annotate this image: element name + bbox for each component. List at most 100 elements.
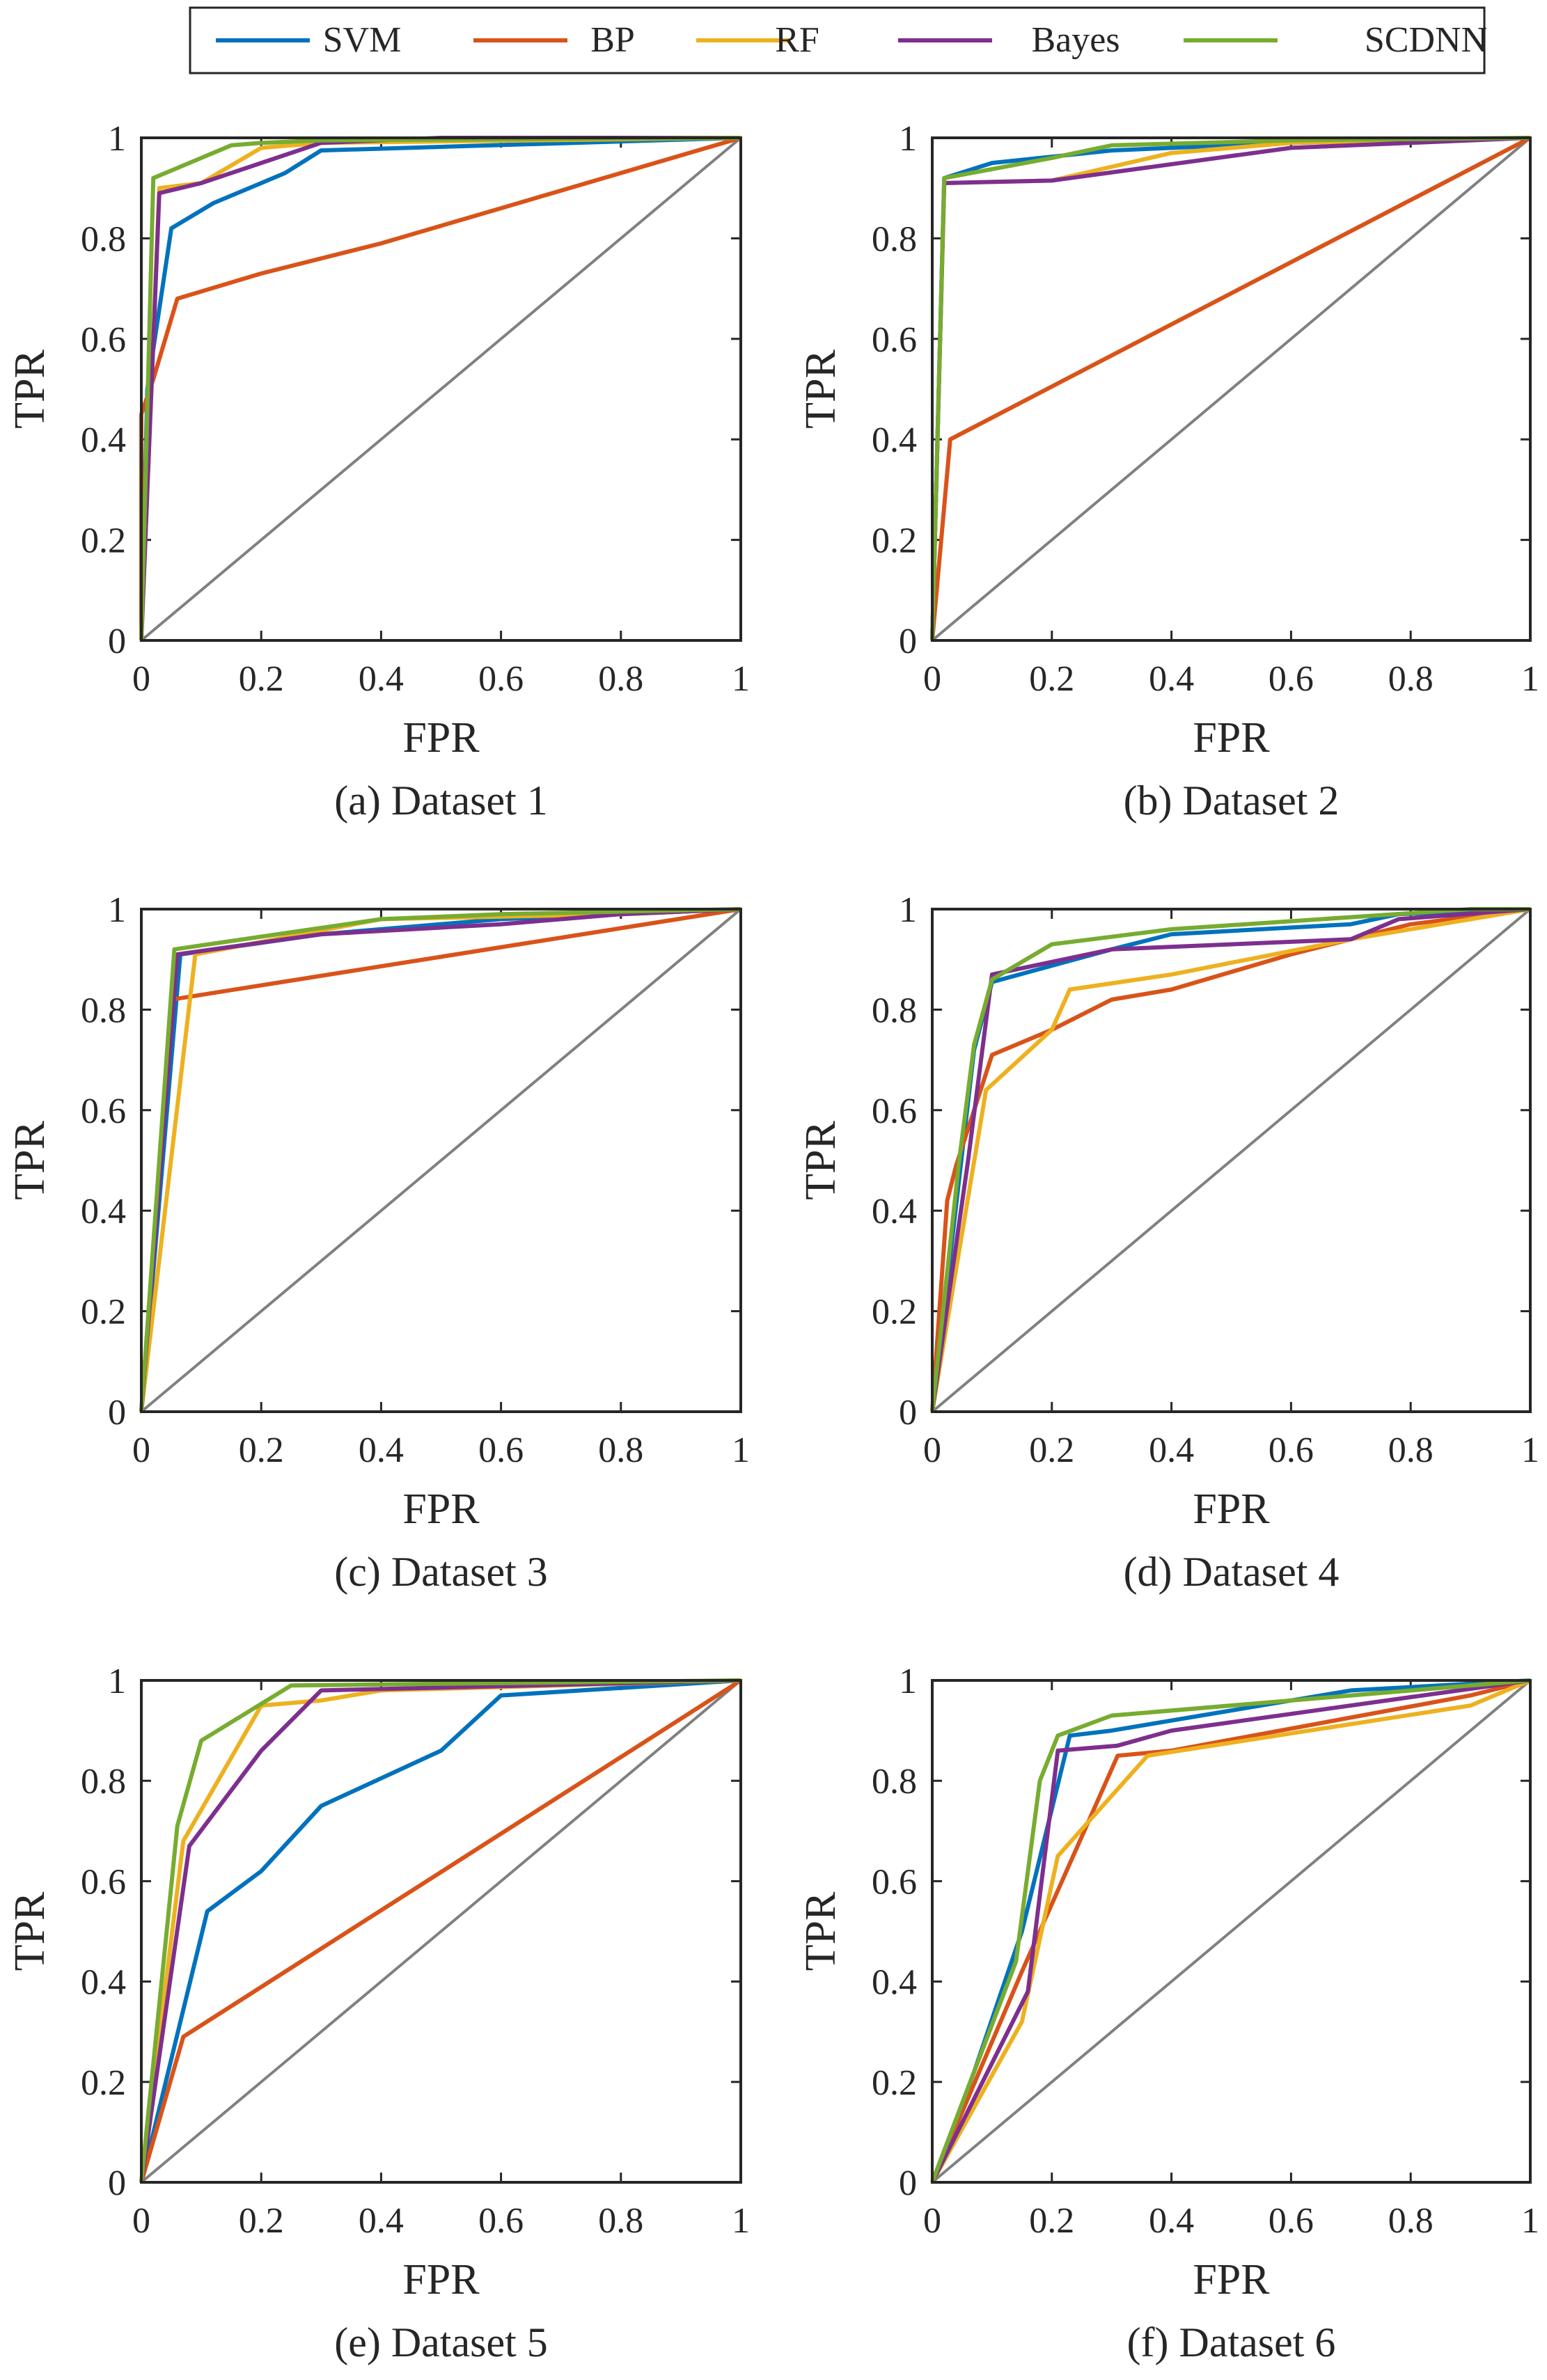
axes-box — [140, 908, 742, 1413]
x-tick-label: 0.8 — [598, 659, 643, 699]
y-axis-label: TPR — [6, 1891, 54, 1971]
y-tick-label: 1 — [899, 1662, 917, 1701]
axes-box — [931, 136, 1532, 642]
y-tick-label: 0 — [108, 1393, 126, 1433]
y-tick-label: 0.6 — [81, 1862, 126, 1902]
y-tick-label: 0.2 — [81, 521, 126, 561]
axes-box — [140, 1679, 742, 2184]
x-tick-label: 0.2 — [1029, 2201, 1074, 2241]
y-tick-label: 1 — [899, 890, 917, 930]
y-tick-label: 0.2 — [872, 521, 917, 561]
roc-panel-6: 0 0.2 0.4 0.6 0.8 1 0 0.2 0.4 0.6 0.8 1 FPR TPR (f) Da… — [797, 1662, 1539, 2365]
y-tick-label: 1 — [108, 1662, 126, 1701]
x-axis-label: FPR — [402, 714, 480, 762]
legend-label-svm: SVM — [323, 20, 402, 60]
panel-caption: (a) Dataset 1 — [334, 778, 548, 823]
panel-caption: (f) Dataset 6 — [1127, 2319, 1336, 2365]
x-tick-label: 1 — [732, 659, 750, 699]
y-tick-label: 0 — [899, 622, 917, 661]
y-tick-label: 0 — [108, 2164, 126, 2203]
axes-box — [931, 1679, 1532, 2184]
series-line-scdnn — [930, 136, 1531, 641]
y-tick-label: 0.6 — [872, 320, 917, 360]
y-axis-label: TPR — [797, 349, 845, 429]
y-tick-label: 0.2 — [872, 1293, 917, 1332]
x-tick-label: 0.6 — [1269, 659, 1314, 699]
series-line-bayes — [930, 1678, 1531, 2184]
panel-caption: (d) Dataset 4 — [1124, 1549, 1340, 1595]
x-tick-label: 0.2 — [239, 1431, 284, 1470]
y-tick-label: 0 — [108, 622, 126, 661]
chance-diagonal-line — [931, 1679, 1532, 2184]
y-tick-label: 0.8 — [81, 219, 126, 259]
x-tick-label: 0.2 — [239, 2201, 284, 2241]
series-line-bp — [139, 1678, 742, 2183]
chance-diagonal-line — [140, 136, 742, 642]
panel-caption: (b) Dataset 2 — [1124, 778, 1340, 823]
y-tick-label: 0 — [899, 2164, 917, 2203]
y-tick-label: 1 — [108, 119, 126, 159]
x-tick-label: 0 — [132, 1431, 150, 1470]
y-axis-label: TPR — [797, 1121, 845, 1200]
x-tick-label: 0.4 — [1149, 1431, 1194, 1470]
x-tick-label: 0.8 — [1388, 659, 1434, 699]
y-tick-label: 0.8 — [872, 991, 917, 1030]
y-tick-label: 0.2 — [81, 2063, 126, 2103]
y-tick-label: 0.4 — [81, 1192, 126, 1231]
x-tick-label: 0.6 — [478, 1431, 524, 1470]
x-tick-label: 0.2 — [1029, 659, 1074, 699]
axes-box — [140, 136, 742, 642]
x-tick-label: 0.8 — [1388, 2201, 1434, 2241]
series-line-scdnn — [139, 907, 741, 1412]
x-tick-label: 0 — [132, 2201, 150, 2241]
chance-diagonal-line — [931, 908, 1532, 1413]
chance-diagonal-line — [140, 908, 742, 1413]
x-tick-label: 1 — [732, 2201, 750, 2241]
series-line-bp — [930, 136, 1532, 641]
x-tick-label: 0 — [923, 659, 941, 699]
roc-panel-2: 0 0.2 0.4 0.6 0.8 1 0 0.2 0.4 0.6 0.8 1 FPR TPR (b) Da… — [797, 119, 1539, 823]
y-tick-label: 0.4 — [872, 420, 917, 460]
x-tick-label: 1 — [1521, 1431, 1539, 1470]
series-line-bp — [139, 136, 741, 640]
series-line-svm — [139, 1678, 741, 2183]
y-tick-label: 0.6 — [872, 1862, 917, 1902]
legend-label-bp: BP — [590, 20, 635, 60]
y-tick-label: 1 — [108, 890, 126, 930]
x-axis-label: FPR — [402, 2256, 480, 2303]
x-tick-label: 0 — [923, 1431, 941, 1470]
x-tick-label: 0.4 — [1149, 659, 1194, 699]
series-line-scdnn — [139, 1678, 741, 2183]
roc-panel-1: 0 0.2 0.4 0.6 0.8 1 0 0.2 0.4 0.6 0.8 1 FPR TPR (a) Da… — [6, 119, 750, 823]
y-tick-label: 1 — [899, 119, 917, 159]
x-tick-label: 0.2 — [239, 659, 284, 699]
y-tick-label: 0.2 — [872, 2063, 917, 2103]
legend-label-rf: RF — [775, 20, 819, 60]
x-tick-label: 1 — [1521, 2201, 1539, 2241]
y-tick-label: 0.8 — [81, 1762, 126, 1802]
x-tick-label: 0.4 — [359, 2201, 404, 2241]
y-tick-label: 0.2 — [81, 1293, 126, 1332]
chance-diagonal-line — [140, 1679, 742, 2184]
y-tick-label: 0.6 — [81, 1092, 126, 1131]
series-line-bayes — [139, 1678, 741, 2183]
y-tick-label: 0.8 — [81, 991, 126, 1030]
roc-panel-5: 0 0.2 0.4 0.6 0.8 1 0 0.2 0.4 0.6 0.8 1 FPR TPR (e) Da… — [6, 1662, 750, 2365]
y-axis-label: TPR — [6, 349, 54, 429]
legend-label-bayes: Bayes — [1031, 20, 1120, 60]
y-tick-label: 0.4 — [81, 1963, 126, 2003]
x-tick-label: 0.2 — [1029, 1431, 1074, 1470]
x-tick-label: 0.4 — [359, 659, 404, 699]
x-tick-label: 0 — [132, 659, 150, 699]
x-tick-label: 0.8 — [1388, 1431, 1434, 1470]
x-axis-label: FPR — [402, 1485, 480, 1533]
series-line-scdnn — [930, 907, 1530, 1412]
x-axis-label: FPR — [1193, 714, 1270, 762]
x-tick-label: 0.6 — [1269, 2201, 1314, 2241]
panels: 0 0.2 0.4 0.6 0.8 1 0 0.2 0.4 0.6 0.8 1 FPR TPR (a) Da… — [6, 119, 1539, 2365]
y-tick-label: 0.6 — [872, 1092, 917, 1131]
y-axis-label: TPR — [6, 1121, 54, 1200]
panel-caption: (e) Dataset 5 — [334, 2319, 548, 2365]
x-tick-label: 0.6 — [478, 2201, 524, 2241]
